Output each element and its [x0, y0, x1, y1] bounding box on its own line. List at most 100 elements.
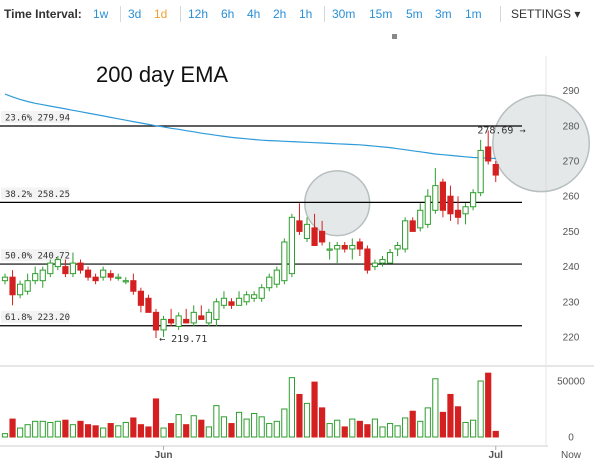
candle-body — [24, 280, 31, 292]
candle-body — [311, 227, 318, 246]
volume-bar — [32, 420, 39, 438]
interval-5m-button[interactable]: 5m — [406, 7, 423, 21]
volume-bar — [160, 427, 167, 438]
candle-body — [454, 209, 462, 218]
interval-1m-button[interactable]: 1m — [465, 7, 482, 21]
candle-body — [371, 262, 379, 268]
drag-handle-icon[interactable] — [392, 34, 397, 39]
candle-body — [424, 195, 431, 225]
y-tick-label: 270 — [563, 157, 580, 168]
candle-body — [107, 273, 114, 278]
interval-3m-button[interactable]: 3m — [435, 7, 452, 21]
volume-ticks: 0 50000 — [557, 377, 585, 444]
volume-bar — [470, 419, 477, 438]
candle-body — [432, 185, 439, 211]
interval-15m-button[interactable]: 15m — [369, 7, 393, 21]
now-label: Now — [561, 450, 582, 461]
volume-bar — [417, 420, 424, 438]
volume-bar — [243, 418, 250, 438]
interval-toolbar: Time Interval: 1w 3d 1d 12h 6h 4h 2h 1h … — [0, 0, 594, 29]
candle-body — [235, 297, 243, 306]
candle-body — [281, 241, 288, 282]
volume-bar — [62, 419, 69, 438]
ema-annotation: 200 day EMA — [96, 62, 228, 87]
chart-background — [0, 28, 594, 465]
fib-label-bg — [1, 111, 69, 124]
volume-bar — [386, 423, 394, 438]
volume-bar — [371, 418, 379, 438]
volume-bar — [341, 426, 348, 438]
volume-bar — [152, 398, 160, 438]
volume-bar — [326, 423, 333, 438]
candle-body — [62, 266, 69, 275]
low-price-callout: ← 219.71 — [159, 334, 207, 345]
interval-12h-button[interactable]: 12h — [188, 7, 209, 21]
volume-bar — [145, 426, 152, 438]
candle-body — [364, 248, 371, 271]
candle-body — [492, 164, 499, 176]
candle-body — [130, 280, 137, 292]
volume-bar — [198, 419, 205, 438]
y-axis-ticks: 220 230 240 250 260 270 280 290 — [563, 86, 580, 343]
volume-bar — [9, 418, 16, 438]
candle-body — [137, 290, 145, 306]
candle-body — [462, 206, 469, 215]
interval-2h-button[interactable]: 2h — [273, 7, 287, 21]
volume-tick-label: 0 — [568, 433, 574, 444]
candle-body — [100, 269, 107, 278]
volume-bar — [409, 410, 416, 438]
volume-bar — [447, 393, 454, 438]
volume-bar — [77, 420, 84, 438]
candle-body — [439, 181, 446, 211]
volume-bar — [39, 420, 46, 438]
volume-bar — [130, 417, 137, 438]
candle-body — [334, 244, 341, 250]
candle-body — [243, 294, 250, 303]
candle-body — [122, 280, 129, 283]
volume-bar — [220, 416, 228, 438]
candle-body — [9, 276, 16, 296]
candle-body — [69, 262, 77, 275]
candle-body — [273, 269, 280, 285]
candle-body — [92, 276, 99, 282]
fib-level-label: 61.8% 223.20 — [5, 313, 70, 323]
fib-level-label: 50.0% 240.72 — [5, 252, 70, 262]
toolbar-divider — [120, 6, 121, 22]
interval-3d-button[interactable]: 3d — [128, 7, 142, 21]
candle-body — [84, 269, 92, 278]
y-tick-label: 230 — [563, 297, 580, 308]
interval-1d-button[interactable]: 1d — [154, 7, 168, 21]
volume-bar — [266, 423, 273, 438]
highlight-circles — [304, 94, 591, 237]
volume-bar — [454, 406, 462, 438]
candle-body — [54, 259, 61, 268]
volume-bar — [175, 414, 182, 438]
candle-body — [17, 283, 24, 296]
candle-body — [258, 287, 265, 299]
x-axis-labels: Jun Jul — [155, 446, 503, 461]
volume-bar — [296, 393, 303, 438]
fib-level-label: 38.2% 258.25 — [5, 190, 70, 200]
interval-6h-button[interactable]: 6h — [221, 7, 235, 21]
settings-button[interactable]: SETTINGS ▾ — [511, 7, 580, 21]
candle-body — [251, 294, 258, 299]
high-price-callout: 278.69 → — [477, 125, 525, 136]
toolbar-divider — [500, 6, 501, 22]
candle-body — [183, 318, 190, 324]
volume-bar — [439, 411, 446, 438]
volume-bar — [394, 425, 401, 438]
candle-body — [152, 311, 160, 331]
toolbar-divider — [324, 6, 325, 22]
volume-bar — [69, 424, 77, 438]
candle-body — [47, 262, 54, 275]
interval-4h-button[interactable]: 4h — [247, 7, 261, 21]
ema-line — [4, 93, 496, 160]
interval-1w-button[interactable]: 1w — [93, 7, 109, 21]
volume-bar — [281, 408, 288, 438]
candle-body — [1, 276, 9, 282]
volume-bar — [228, 423, 235, 438]
interval-30m-button[interactable]: 30m — [332, 7, 356, 21]
volume-bar — [424, 407, 431, 438]
interval-1h-button[interactable]: 1h — [299, 7, 313, 21]
volume-bar — [205, 426, 212, 438]
